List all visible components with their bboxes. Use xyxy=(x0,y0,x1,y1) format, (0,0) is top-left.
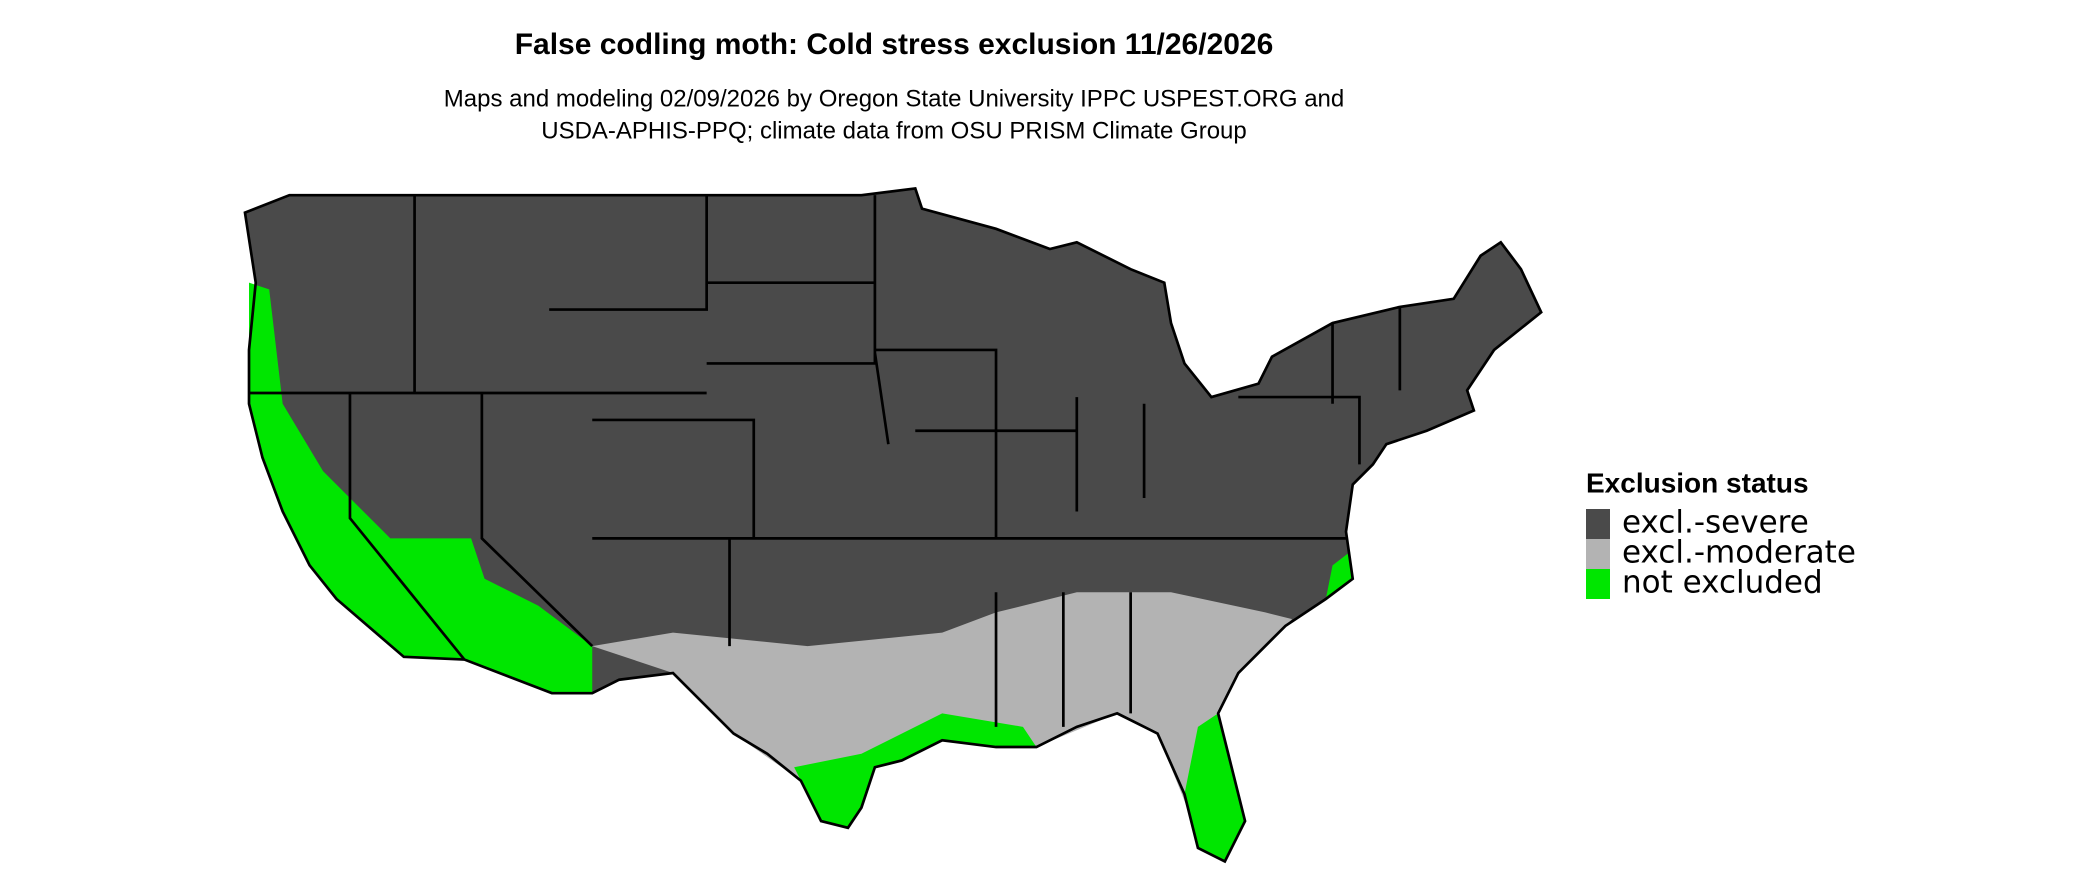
legend-title: Exclusion status xyxy=(1586,467,1809,498)
subtitle: Maps and modeling 02/09/2026 by Oregon S… xyxy=(444,85,1344,112)
region-not-excluded xyxy=(1325,551,1353,599)
title: False codling moth: Cold stress exclusio… xyxy=(515,28,1274,61)
legend-label: not excluded xyxy=(1622,565,1823,601)
state-lines xyxy=(249,195,1402,727)
legend-swatch xyxy=(1586,569,1610,599)
legend-swatch xyxy=(1586,539,1610,569)
region-not-excluded xyxy=(249,282,593,694)
region-not-excluded xyxy=(794,713,1037,828)
region-not-excluded xyxy=(1184,713,1246,862)
legend-label: excl.-moderate xyxy=(1622,535,1856,571)
country-outline xyxy=(243,186,1543,864)
subtitle: USDA-APHIS-PPQ; climate data from OSU PR… xyxy=(541,117,1247,144)
legend-swatch xyxy=(1586,509,1610,539)
legend-label: excl.-severe xyxy=(1622,505,1809,541)
us-map xyxy=(243,186,1543,864)
